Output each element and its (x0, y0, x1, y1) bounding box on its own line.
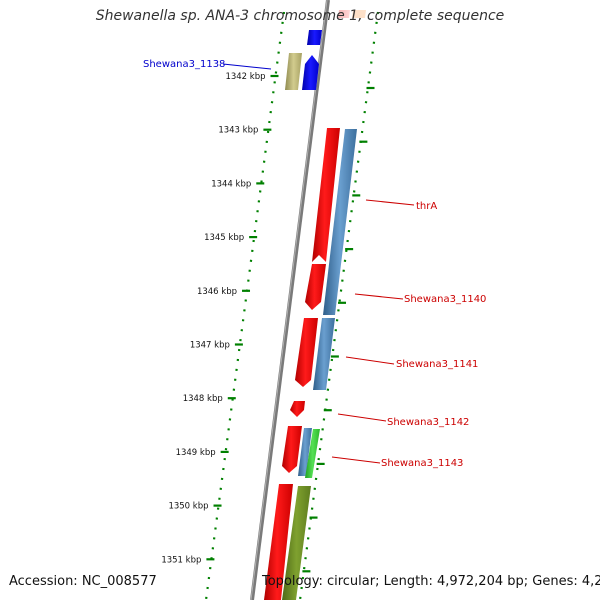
ruler-label: 1344 kbp (211, 179, 251, 189)
gene-blue-1 (307, 30, 322, 45)
blast-1143 (298, 428, 312, 476)
ruler-label: 1346 kbp (197, 287, 237, 297)
leader-1142 (337, 413, 387, 422)
ruler-label: 1348 kbp (183, 394, 223, 404)
gene-darkolive-bottom (282, 486, 311, 600)
leader-1140 (354, 293, 404, 300)
cds-1143 (282, 426, 302, 473)
accession-text: Accession: NC_008577 (9, 574, 157, 589)
cds-1142 (290, 401, 305, 417)
ruler-label: 1351 kbp (161, 555, 201, 565)
inner-tick-track (204, 11, 286, 600)
backbone (250, 0, 330, 600)
blast-thrA (323, 129, 357, 315)
label-shewana3-1143[interactable]: Shewana3_1143 (381, 458, 463, 469)
cds-1141 (295, 318, 318, 387)
blast-1141 (313, 318, 335, 390)
label-shewana3-1138[interactable]: Shewana3_1138 (143, 59, 225, 70)
cds-bottom (264, 484, 293, 600)
gene-olive-1138 (285, 53, 302, 90)
label-shewana3-1140[interactable]: Shewana3_1140 (404, 294, 486, 305)
ruler-label: 1342 kbp (225, 72, 265, 82)
ruler-label: 1349 kbp (176, 448, 216, 458)
label-shewana3-1142[interactable]: Shewana3_1142 (387, 417, 469, 428)
ruler-major-ticks (206, 74, 375, 573)
gene-green-1143 (305, 429, 320, 478)
leader-thrA (365, 199, 415, 206)
ruler-label: 1350 kbp (168, 502, 208, 512)
label-shewana3-1141[interactable]: Shewana3_1141 (396, 359, 478, 370)
topology-text: Topology: circular; Length: 4,972,204 bp… (262, 574, 600, 589)
leader-1143 (331, 456, 381, 464)
cds-1140 (305, 264, 326, 310)
backbone-highlight (250, 0, 328, 600)
ruler-label: 1347 kbp (190, 341, 230, 351)
gene-blue-1138 (302, 55, 319, 90)
label-thrA[interactable]: thrA (416, 201, 437, 212)
ruler-label: 1343 kbp (218, 126, 258, 136)
feature-pink-a (338, 10, 350, 18)
leader-1141 (345, 356, 395, 365)
leader-1138 (222, 63, 272, 70)
cds-thrA (312, 128, 340, 262)
ruler-label: 1345 kbp (204, 233, 244, 243)
feature-pink-b (352, 10, 366, 18)
map-title: Shewanella sp. ANA-3 chromosome 1, compl… (95, 8, 505, 24)
ruler-labels: 1342 kbp 1343 kbp 1344 kbp 1345 kbp 1346 kbp… (161, 72, 265, 565)
